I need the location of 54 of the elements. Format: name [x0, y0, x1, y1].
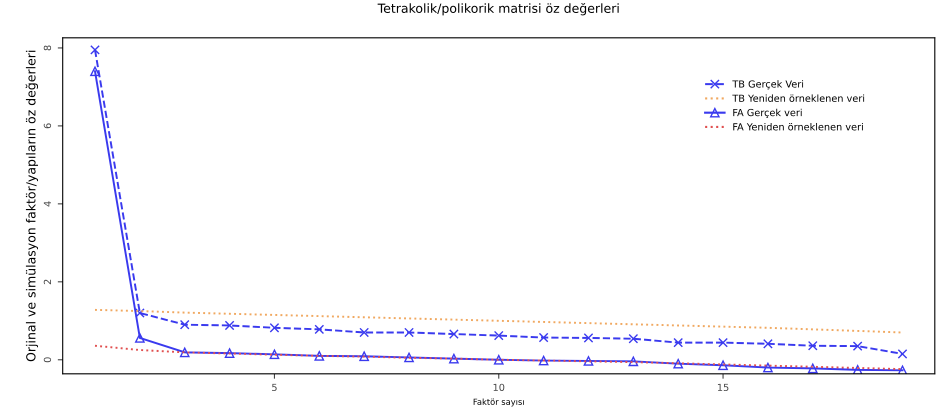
- legend-label: TB Yeniden örneklenen veri: [732, 94, 864, 102]
- x-axis-title: Faktör sayısı: [474, 398, 524, 407]
- point: [628, 356, 638, 366]
- line-series: [94, 308, 904, 334]
- y-axis-title: Orjinal ve simülasyon faktör/yapıların öz değerleri: [26, 50, 38, 362]
- point: [90, 66, 100, 76]
- legend-label: FA Gerçek veri: [733, 108, 802, 118]
- point: [538, 356, 548, 366]
- point: [224, 320, 234, 330]
- point: [718, 360, 728, 370]
- point: [135, 308, 145, 318]
- legend-label: TB Gerçek Veri: [732, 80, 804, 90]
- point: [494, 330, 504, 340]
- x-tick-label: 5: [272, 384, 277, 392]
- point: [852, 365, 862, 374]
- point: [898, 365, 908, 374]
- point: [359, 328, 370, 338]
- point: [224, 348, 234, 358]
- point: [404, 352, 414, 362]
- x-tick-label: 15: [718, 384, 728, 392]
- chart-title: Tetrakolik/polikorik matrisi öz değerleri: [378, 2, 619, 16]
- point: [628, 334, 638, 344]
- point: [180, 348, 190, 358]
- point: [718, 338, 728, 348]
- x-tick-label: 10: [494, 384, 504, 392]
- point: [359, 351, 370, 362]
- y-tick-label: 0: [44, 357, 52, 362]
- point: [852, 341, 862, 351]
- point: [90, 45, 100, 55]
- point: [584, 356, 594, 366]
- point: [270, 322, 280, 333]
- point: [763, 338, 773, 349]
- point: [538, 332, 548, 342]
- point: [449, 354, 459, 364]
- y-tick-label: 6: [44, 123, 52, 128]
- point: [763, 362, 773, 372]
- point: [673, 338, 684, 348]
- legend-label: FA Yeniden örneklenen veri: [733, 122, 863, 130]
- point: [808, 363, 818, 374]
- point: [135, 333, 145, 343]
- point: [314, 324, 324, 334]
- point: [808, 340, 818, 351]
- point: [180, 320, 190, 330]
- y-tick-label: 2: [44, 280, 51, 284]
- point: [494, 354, 504, 365]
- y-tick-label: 4: [44, 201, 51, 206]
- point: [673, 358, 684, 369]
- point: [270, 349, 280, 360]
- point: [898, 349, 908, 359]
- point: [314, 351, 324, 361]
- point: [584, 333, 594, 343]
- point: [449, 329, 459, 339]
- y-tick-label: 8: [44, 46, 52, 50]
- point: [404, 328, 414, 338]
